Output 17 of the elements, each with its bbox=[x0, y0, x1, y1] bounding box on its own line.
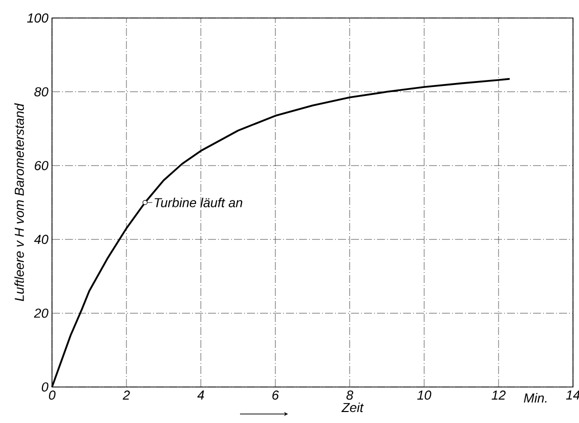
text: Min. bbox=[524, 393, 546, 402]
x-tick-label: 4 bbox=[197, 390, 204, 400]
x-tick-label: 0 bbox=[48, 390, 56, 400]
x-tick-label: 10 bbox=[417, 390, 432, 400]
y-tick-label: 40 bbox=[34, 234, 48, 244]
x-axis-title: Zeit bbox=[341, 402, 364, 412]
y-tick-label: 20 bbox=[34, 308, 48, 318]
annotation: Turbine läuft an bbox=[154, 198, 242, 208]
y-axis-title: Luftleere v H vom Barometerstand bbox=[14, 103, 24, 302]
x-tick-label: 8 bbox=[346, 390, 354, 400]
y-tick-label: 60 bbox=[34, 160, 48, 170]
x-tick-label: 2 bbox=[122, 390, 130, 400]
y-tick-label: 100 bbox=[27, 13, 48, 23]
y-tick-label: 80 bbox=[34, 87, 48, 96]
y-tick-label: 0 bbox=[42, 382, 48, 392]
x-tick-label: 6 bbox=[272, 390, 279, 400]
x-tick-label: 12 bbox=[492, 390, 506, 400]
